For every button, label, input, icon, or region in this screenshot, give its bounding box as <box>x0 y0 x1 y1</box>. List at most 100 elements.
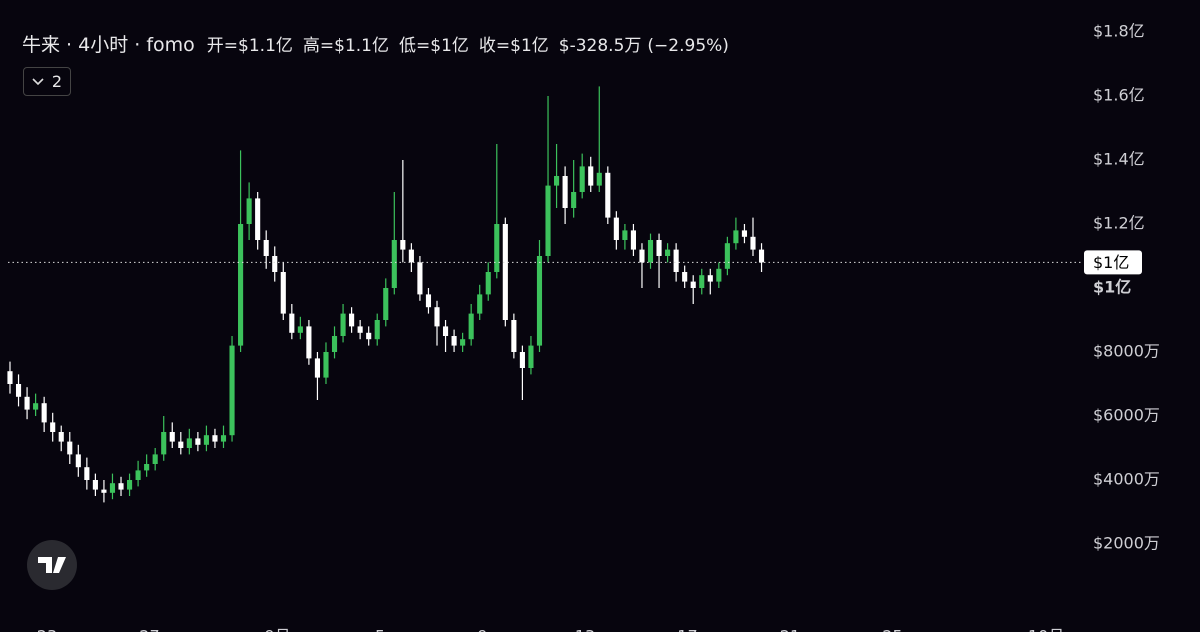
candle-body <box>246 198 252 224</box>
x-tick-label: 21 <box>780 627 800 632</box>
candle-body <box>126 480 133 490</box>
candle-body <box>306 326 312 359</box>
x-tick-label: 27 <box>139 627 159 632</box>
candle-body <box>588 166 594 186</box>
candle-body <box>220 435 227 442</box>
candle-body <box>690 281 696 288</box>
candle-body <box>33 403 39 410</box>
candle-body <box>596 172 602 186</box>
candle-body <box>314 358 321 378</box>
candle-body <box>331 336 338 352</box>
candle-body <box>434 307 440 327</box>
ohlc-item: 开=$1.1亿 <box>207 31 293 56</box>
candle-body <box>613 217 619 240</box>
candle-body <box>84 467 90 480</box>
candle-body <box>357 326 363 333</box>
ohlc-value: $1亿 <box>510 36 549 56</box>
candle-body <box>109 483 116 493</box>
candle-body <box>536 256 543 346</box>
change-pct: (−2.95%) <box>647 36 729 56</box>
x-tick-label: 9月 <box>264 627 290 632</box>
ohlc-item: 低=$1亿 <box>399 31 469 56</box>
candle-body <box>750 236 756 250</box>
candle-body <box>7 371 13 384</box>
candle-body <box>203 435 209 445</box>
candle-body <box>383 288 389 320</box>
candle-body <box>528 345 534 368</box>
candle-body <box>519 352 525 368</box>
y-tick-label: $6000万 <box>1093 406 1160 425</box>
candle-body <box>545 185 551 256</box>
ohlc-item: 收=$1亿 <box>479 31 549 56</box>
candle-body <box>425 294 432 308</box>
ohlc-label: 低= <box>399 36 431 56</box>
candle-body <box>374 320 380 340</box>
candle-body <box>605 172 611 218</box>
candle-body <box>229 345 235 436</box>
y-tick-label: $1.8亿 <box>1093 22 1145 41</box>
candle-body <box>238 224 244 346</box>
tv-logo[interactable] <box>27 540 77 590</box>
legend-header: 牛来 · 4小时 · fomo 开=$1.1亿 高=$1.1亿 低=$1亿 收=$1亿… <box>22 30 729 57</box>
candle-body <box>272 256 278 272</box>
ohlc-label: 高= <box>302 36 335 56</box>
y-tick-label: $1.4亿 <box>1093 150 1145 169</box>
candle-body <box>511 320 517 352</box>
candle-body <box>417 262 423 295</box>
candle-body <box>41 403 47 423</box>
candle-body <box>707 275 713 282</box>
candle-body <box>340 313 346 336</box>
candle-body <box>178 441 184 448</box>
candle-body <box>58 432 64 442</box>
candle-body <box>391 240 397 288</box>
ohlc-value: $1.1亿 <box>334 36 389 56</box>
candle-body <box>622 230 628 240</box>
candle-body <box>297 326 303 333</box>
candle-body <box>758 249 765 263</box>
candle-body <box>255 198 261 240</box>
candle-body <box>323 352 329 378</box>
candle-body <box>50 422 56 432</box>
candle-body <box>442 326 449 336</box>
y-tick-label: $2000万 <box>1093 534 1160 553</box>
candle-body <box>92 480 98 490</box>
y-tick-label: $1.6亿 <box>1093 86 1145 105</box>
candle-body <box>665 249 671 256</box>
candle-body <box>451 336 457 346</box>
candle-body <box>494 224 500 272</box>
candle-body <box>630 230 636 250</box>
indicator-count: 2 <box>51 72 63 91</box>
y-tick-label: $1.2亿 <box>1093 214 1145 233</box>
candle-body <box>169 432 175 442</box>
candle-body <box>349 313 355 327</box>
candle-body <box>724 243 730 269</box>
y-tick-label: $8000万 <box>1093 342 1160 361</box>
x-tick-label: 10月 <box>1028 627 1064 632</box>
ohlc-item: 高=$1.1亿 <box>303 31 389 56</box>
candle-body <box>280 272 286 314</box>
candle-body <box>152 454 158 464</box>
y-tick-label: $1亿 <box>1093 278 1131 297</box>
candle-body <box>24 396 30 410</box>
change: $-328.5万 <box>558 36 642 56</box>
candle-body <box>186 438 192 448</box>
ohlc-value: $1.1亿 <box>238 36 293 56</box>
candle-body <box>571 192 577 208</box>
candle-body <box>562 176 568 208</box>
candle-body <box>579 166 585 192</box>
candle-body <box>682 272 688 282</box>
candle-body <box>101 489 107 493</box>
indicator-toggle[interactable]: 2 <box>23 67 71 96</box>
candle-body <box>699 275 705 288</box>
candle-body <box>460 339 466 346</box>
candle-body <box>647 240 654 263</box>
candle-body <box>408 249 414 263</box>
candle-body <box>212 435 218 442</box>
candle-body <box>716 268 722 282</box>
candle-body <box>400 240 406 250</box>
candle-body <box>195 438 201 445</box>
candle-body <box>485 272 491 295</box>
candle-body <box>733 230 739 244</box>
